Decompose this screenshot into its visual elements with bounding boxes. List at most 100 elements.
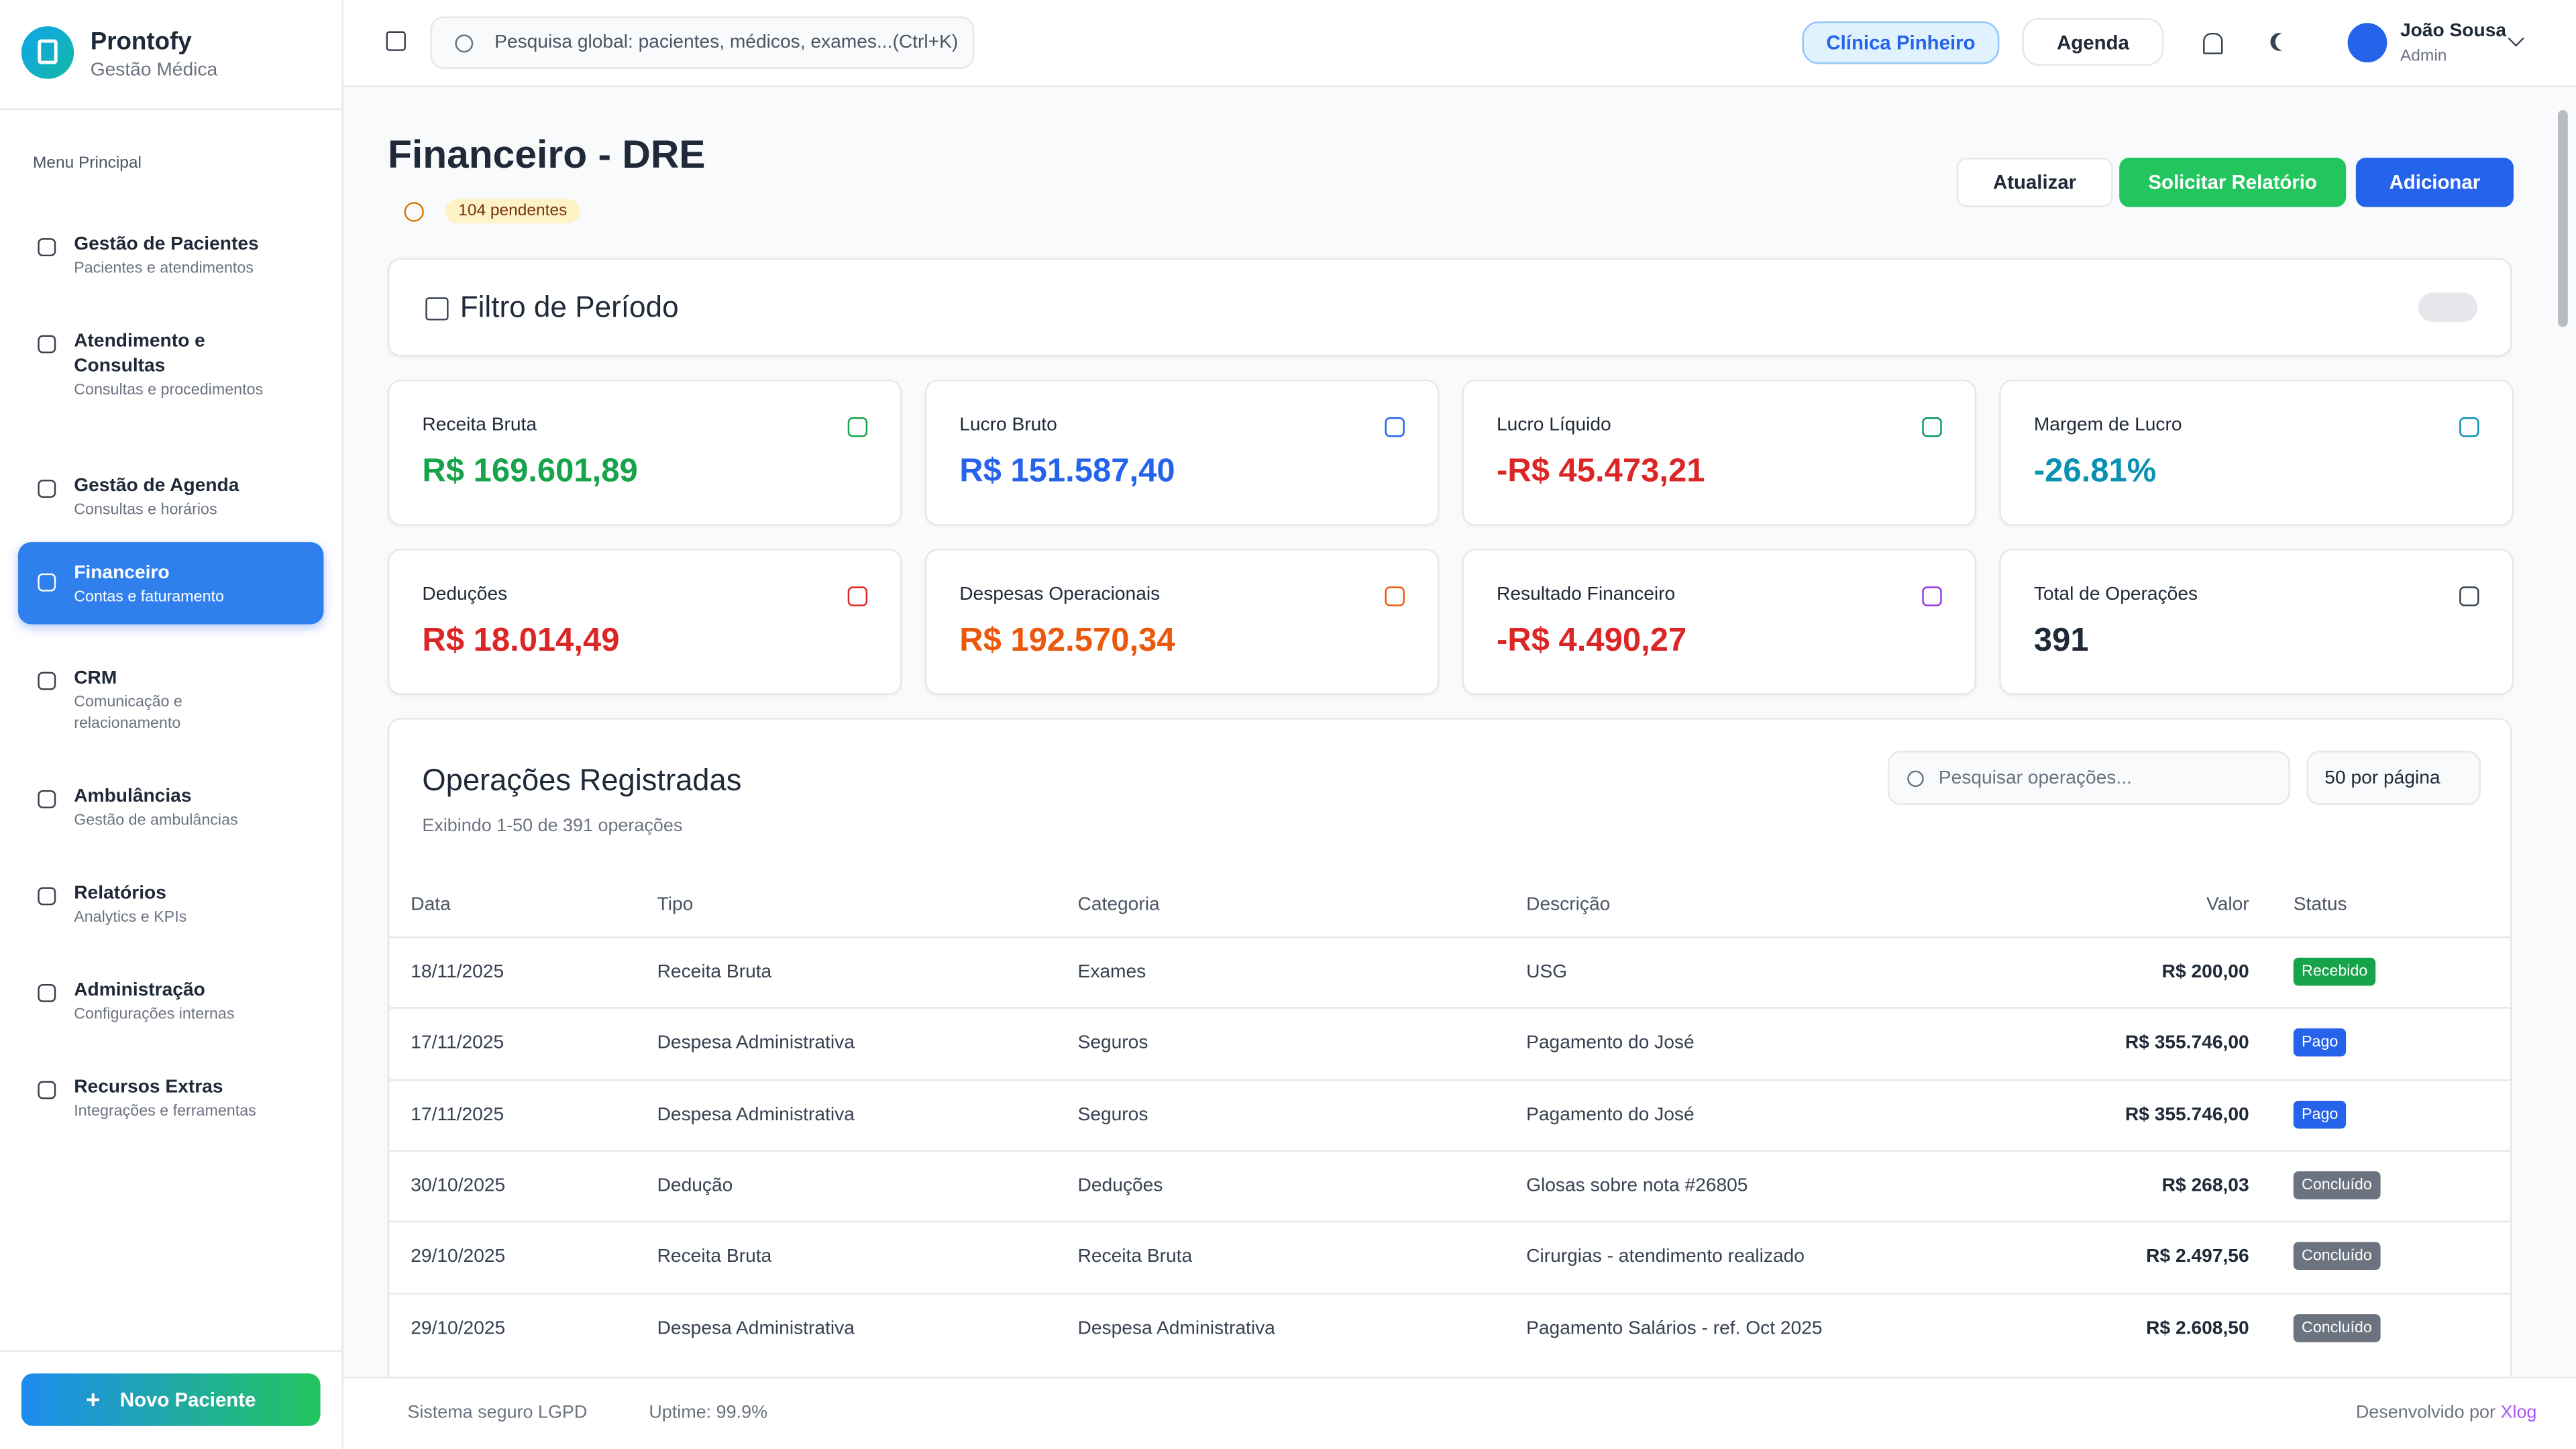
cell: Seguros <box>1077 1105 1148 1125</box>
security-note: Sistema seguro LGPD <box>407 1403 588 1423</box>
logo[interactable] <box>21 26 74 79</box>
nav-subtitle: Comunicação e relacionamento <box>74 693 182 733</box>
new-patient-button[interactable]: + Novo Paciente <box>21 1373 321 1426</box>
notifications[interactable] <box>2203 32 2223 54</box>
clinic-selector[interactable]: Clínica Pinheiro <box>1802 21 2000 64</box>
avatar[interactable] <box>2347 23 2387 63</box>
nav-item[interactable]: Relatórios Analytics e KPIs <box>18 871 324 943</box>
nav-item[interactable]: Atendimento e Consultas Consultas e proce… <box>18 319 324 427</box>
user-role: Admin <box>2400 48 2447 66</box>
nav-label: Gestão de Pacientes Pacientes e atendimen… <box>74 233 268 280</box>
nav-icon <box>38 238 56 257</box>
cell: Receita Bruta <box>1077 1247 1193 1267</box>
nav-title: Atendimento e Consultas <box>74 331 205 376</box>
metric-card: Despesas Operacionais R$ 192.570,34 <box>924 548 1440 695</box>
metric-icon <box>2459 586 2479 606</box>
nav-item[interactable]: Gestão de Pacientes Pacientes e atendimen… <box>18 222 324 294</box>
pending-badge[interactable]: 104 pendentes <box>445 199 580 224</box>
filter-toggle[interactable] <box>2418 292 2478 323</box>
agenda-button[interactable]: Agenda <box>2022 17 2164 66</box>
metric-label: Receita Bruta <box>422 415 537 435</box>
metric-icon <box>847 586 868 606</box>
metric-value: -R$ 45.473,21 <box>1497 453 1705 490</box>
table-row[interactable]: 17/11/2025 Despesa Administrativa Seguros P… <box>389 1078 2512 1151</box>
nav-label: Administração Configurações internas <box>74 979 268 1026</box>
metric-icon <box>1385 417 1405 437</box>
cell: Receita Bruta <box>657 963 772 983</box>
sidebar-toggle[interactable] <box>386 31 406 51</box>
metric-label: Lucro Líquido <box>1497 415 1611 435</box>
refresh-button[interactable]: Atualizar <box>1956 158 2113 207</box>
nav-item[interactable]: Financeiro Contas e faturamento <box>17 542 324 625</box>
page-title: Financeiro - DRE <box>387 133 706 178</box>
topbar: Pesquisa global: pacientes, médicos, exa… <box>343 0 2576 87</box>
table-row[interactable]: 30/10/2025 Dedução Deduções Glosas sobre no… <box>389 1150 2512 1222</box>
scroll-thumb[interactable] <box>2558 110 2568 327</box>
search-icon <box>1907 770 1924 788</box>
metric-label: Resultado Financeiro <box>1497 584 1676 605</box>
cell: Despesa Administrativa <box>657 1318 855 1338</box>
nav-icon <box>38 573 56 592</box>
metric-icon <box>847 417 868 437</box>
search-icon <box>455 34 474 53</box>
status-badge: Concluído <box>2293 1171 2381 1199</box>
nav-item[interactable]: Gestão de Agenda Consultas e horários <box>18 464 324 536</box>
nav-item[interactable]: CRM Comunicação e relacionamento <box>18 655 324 747</box>
main-content: Financeiro - DRE 104 pendentes Atualizar… <box>343 87 2576 1377</box>
global-search[interactable]: Pesquisa global: pacientes, médicos, exa… <box>430 16 975 69</box>
metric-icon <box>1922 417 1942 437</box>
cell: Despesa Administrativa <box>1077 1318 1275 1338</box>
nav-icon <box>38 790 56 808</box>
metric-label: Lucro Bruto <box>959 415 1057 435</box>
table-row[interactable]: 29/10/2025 Despesa Administrativa Despesa … <box>389 1292 2512 1364</box>
cell-value: R$ 268,03 <box>2161 1176 2249 1196</box>
divider <box>0 1350 342 1352</box>
cell: 17/11/2025 <box>411 1105 504 1125</box>
column-header[interactable]: Valor <box>2206 895 2249 916</box>
operations-panel: Operações Registradas Exibindo 1-50 de 3… <box>387 718 2512 1377</box>
operations-search[interactable]: Pesquisar operações... <box>1887 751 2290 806</box>
cell: Despesa Administrativa <box>657 1105 855 1125</box>
period-filter: Filtro de Período <box>387 258 2512 357</box>
nav-item[interactable]: Recursos Extras Integrações e ferramentas <box>18 1065 324 1137</box>
nav-subtitle: Consultas e horários <box>74 500 217 519</box>
table-row[interactable]: 18/11/2025 Receita Bruta Exames USG R$ 200,0… <box>389 936 2512 1009</box>
status-badge: Pago <box>2293 1099 2347 1128</box>
column-header[interactable]: Descrição <box>1526 895 1611 916</box>
metric-card: Lucro Bruto R$ 151.587,40 <box>924 379 1440 526</box>
status-badge: Recebido <box>2293 957 2376 986</box>
metric-value: 391 <box>2033 623 2089 659</box>
metric-value: R$ 192.570,34 <box>959 623 1175 659</box>
app-subtitle: Gestão Médica <box>90 60 218 81</box>
nav-icon <box>38 335 56 354</box>
request-report-button[interactable]: Solicitar Relatório <box>2119 158 2347 207</box>
column-header[interactable]: Data <box>411 895 451 916</box>
metric-value: R$ 18.014,49 <box>422 623 620 659</box>
nav-label: Gestão de Agenda Consultas e horários <box>74 475 268 521</box>
app-name: Prontofy <box>90 28 192 56</box>
plus-icon: + <box>85 1385 101 1414</box>
nav-icon <box>38 672 56 690</box>
user-menu-chevron[interactable] <box>2508 30 2524 47</box>
column-header[interactable]: Tipo <box>657 895 694 916</box>
theme-toggle[interactable] <box>2275 33 2294 51</box>
nav-subtitle: Configurações internas <box>74 1005 235 1024</box>
nav-item[interactable]: Administração Configurações internas <box>18 967 324 1040</box>
nav-label: CRM Comunicação e relacionamento <box>74 667 268 734</box>
table-row[interactable]: 29/10/2025 Receita Bruta Receita Bruta Ciru… <box>389 1221 2512 1293</box>
filter-title: Filtro de Período <box>460 290 679 324</box>
add-button[interactable]: Adicionar <box>2355 158 2514 207</box>
cell-value: R$ 355.746,00 <box>2125 1105 2249 1125</box>
cell-value: R$ 2.608,50 <box>2146 1318 2249 1338</box>
cell: Receita Bruta <box>657 1247 772 1267</box>
table-row[interactable]: 17/11/2025 Despesa Administrativa Seguros P… <box>389 1007 2512 1080</box>
scrollbar[interactable] <box>2557 91 2570 1372</box>
credit-brand[interactable]: Xlog <box>2500 1403 2537 1423</box>
nav-item[interactable]: Ambulâncias Gestão de ambulâncias <box>18 773 324 846</box>
column-header[interactable]: Status <box>2293 895 2347 916</box>
user-name: João Sousa <box>2400 21 2507 42</box>
page-size-select[interactable]: 50 por página <box>2306 751 2481 806</box>
column-header[interactable]: Categoria <box>1077 895 1160 916</box>
metric-card: Total de Operações 391 <box>1999 548 2514 695</box>
